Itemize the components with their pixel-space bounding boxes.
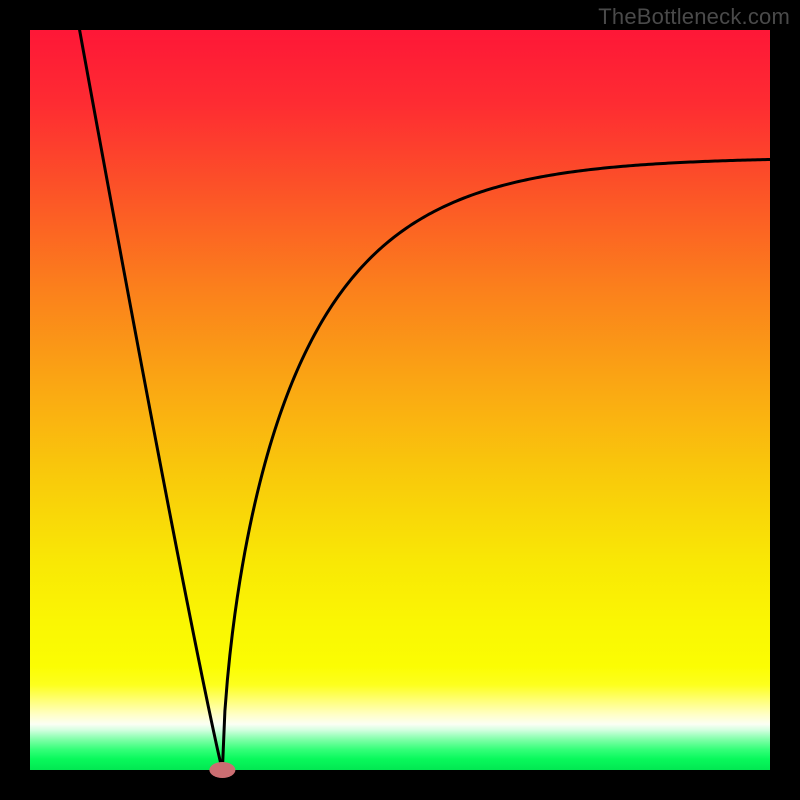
watermark-text: TheBottleneck.com	[598, 4, 790, 30]
bottleneck-chart	[0, 0, 800, 800]
chart-container: TheBottleneck.com	[0, 0, 800, 800]
optimum-marker	[209, 762, 235, 778]
plot-background	[30, 30, 770, 770]
